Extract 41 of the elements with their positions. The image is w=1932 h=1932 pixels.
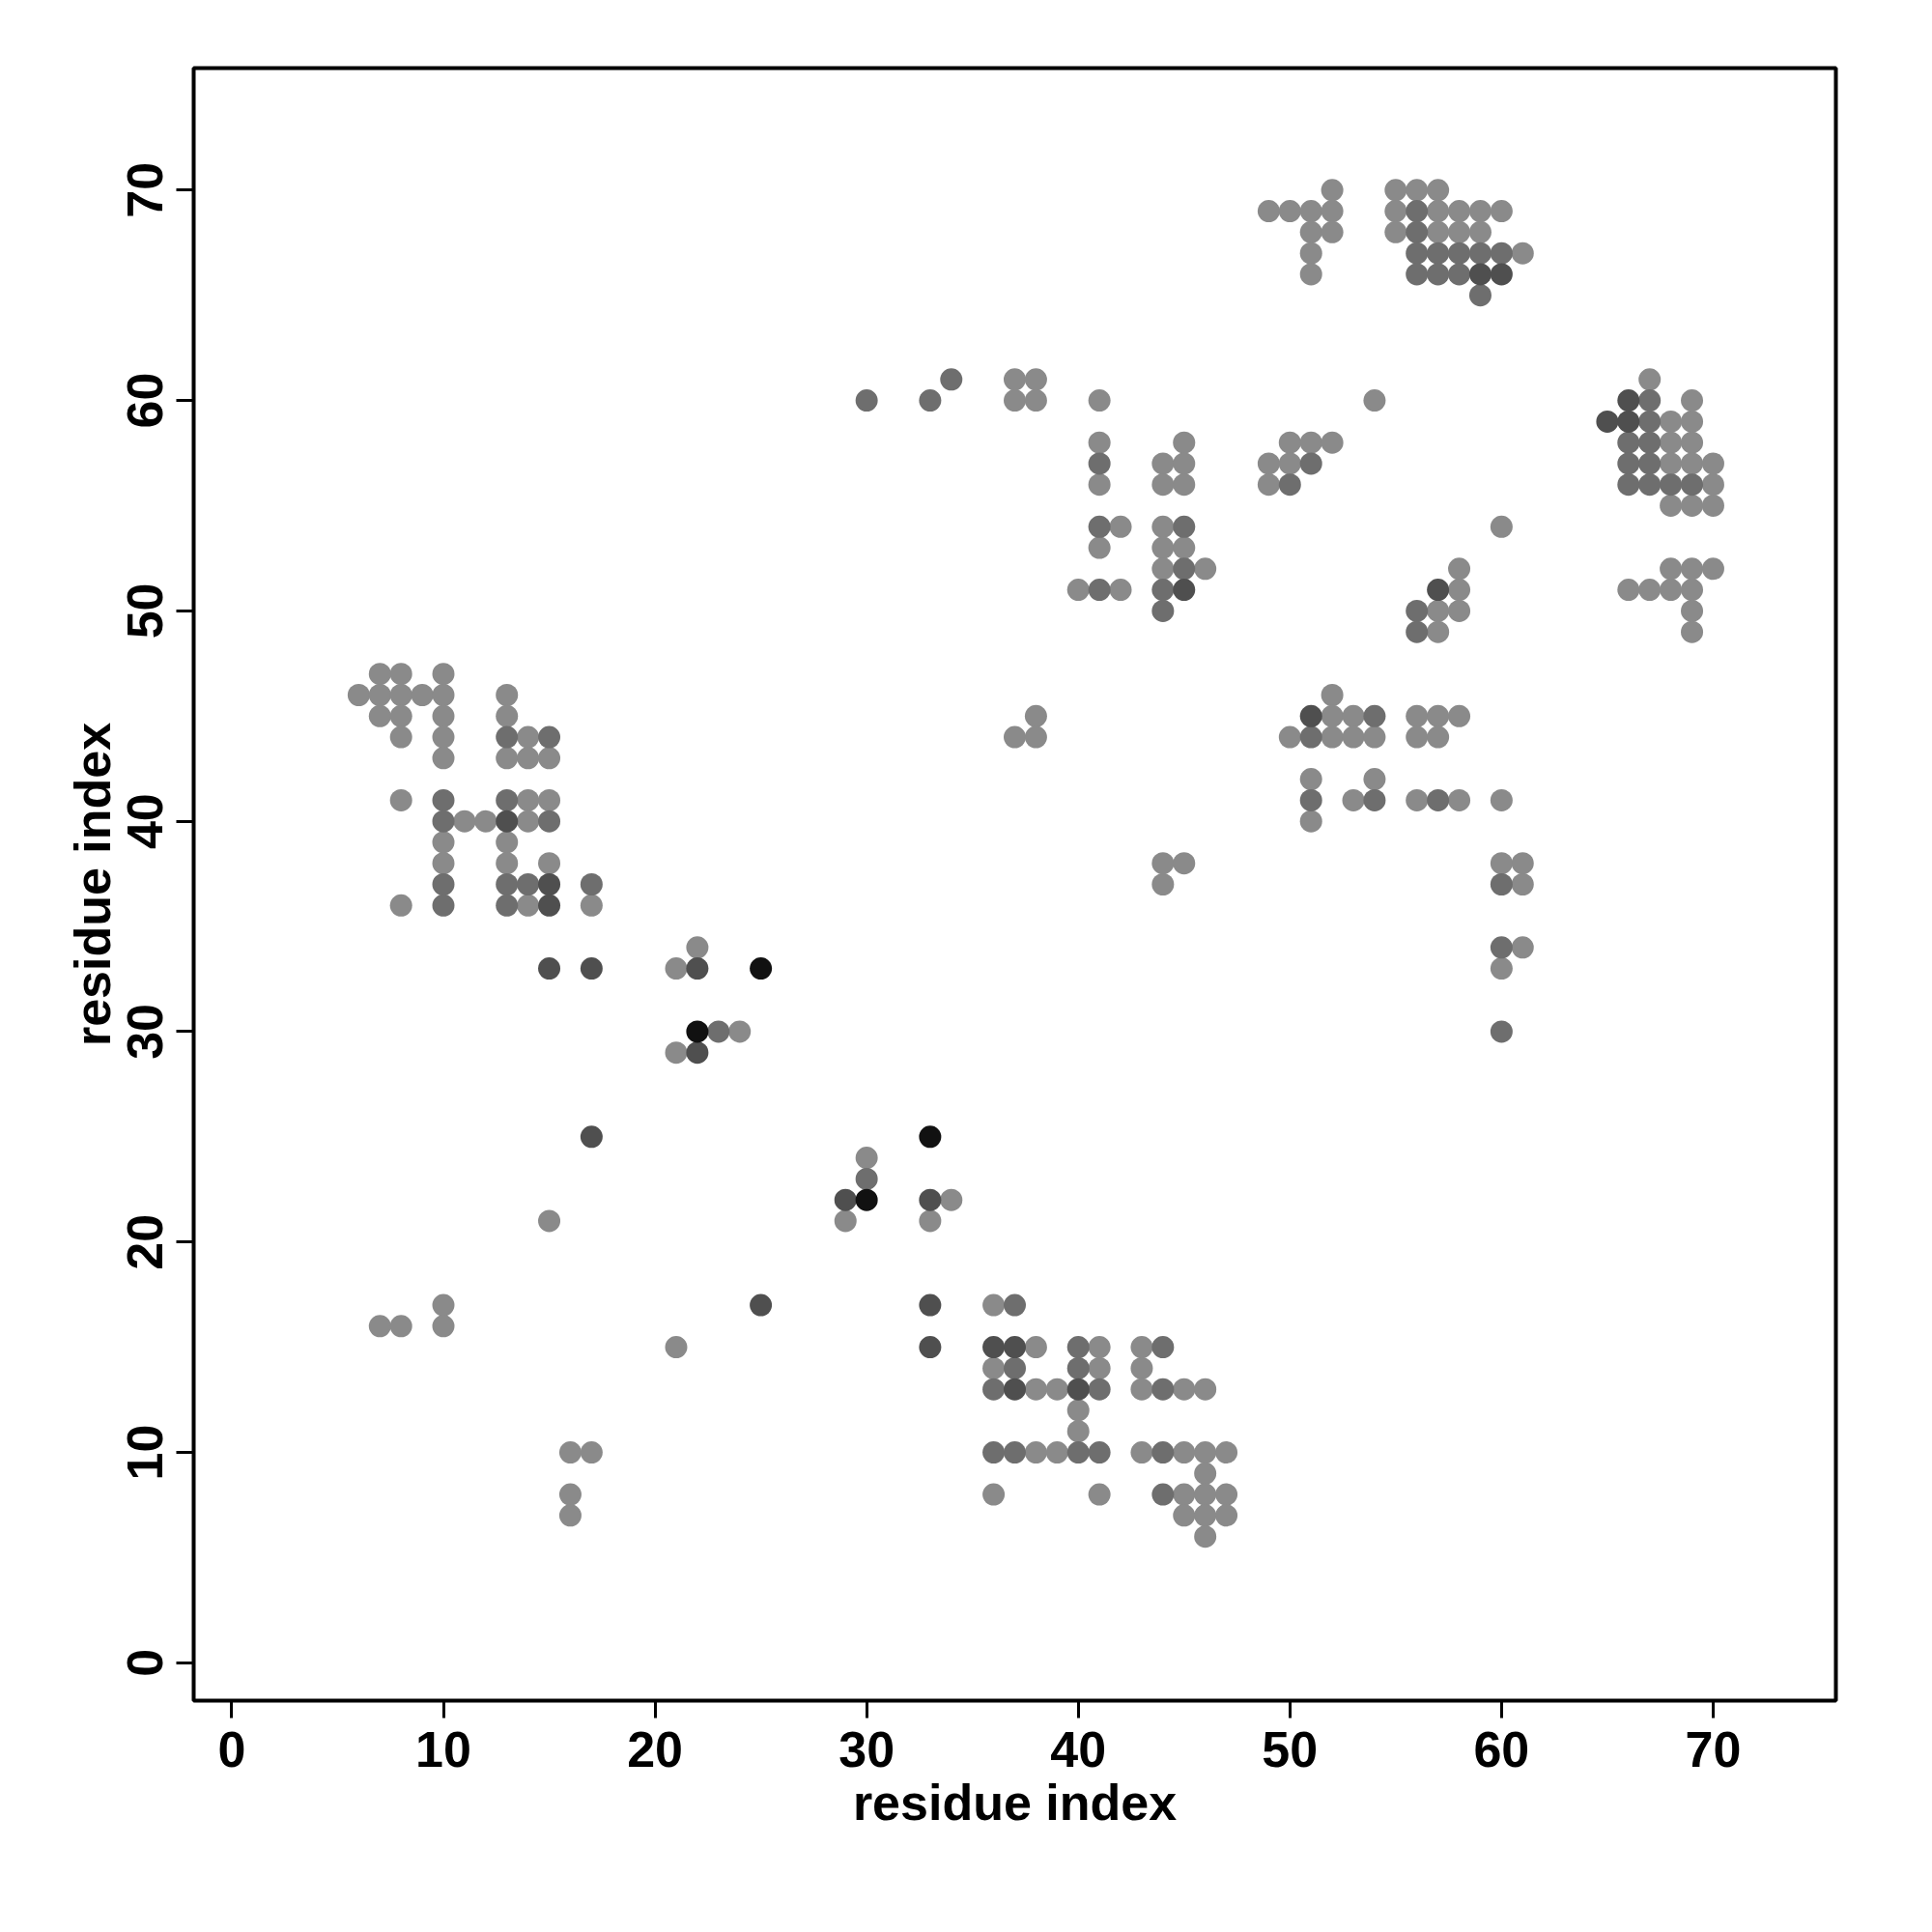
point: [538, 957, 561, 980]
point: [919, 1125, 942, 1149]
point: [686, 1020, 709, 1043]
point: [1617, 410, 1640, 433]
x-tick-label: 10: [415, 1720, 471, 1777]
point: [919, 1336, 942, 1359]
point: [538, 894, 561, 917]
point: [496, 810, 519, 833]
point: [919, 1188, 942, 1211]
point: [1468, 263, 1492, 286]
point: [686, 1041, 709, 1065]
point: [855, 1188, 878, 1211]
y-tick-label: 50: [117, 582, 174, 639]
point: [750, 957, 773, 980]
point: [1427, 579, 1450, 602]
x-tick-label: 60: [1473, 1720, 1530, 1777]
y-tick-label: 20: [117, 1213, 174, 1270]
point: [686, 957, 709, 980]
y-tick-label: 70: [117, 161, 174, 218]
point: [538, 873, 561, 895]
y-tick-label: 10: [117, 1424, 174, 1481]
point: [580, 1125, 603, 1149]
x-tick-label: 70: [1685, 1720, 1742, 1777]
point: [1004, 1336, 1026, 1359]
x-tick-label: 50: [1262, 1720, 1319, 1777]
point: [1004, 1378, 1026, 1401]
point: [750, 1293, 773, 1317]
point: [1596, 410, 1619, 433]
point: [1066, 1378, 1090, 1401]
point: [1617, 389, 1640, 412]
y-tick-label: 60: [117, 372, 174, 429]
point: [982, 1336, 1006, 1359]
y-tick-label: 0: [117, 1648, 174, 1677]
x-tick-label: 0: [217, 1720, 246, 1777]
point: [1173, 579, 1196, 602]
point: [834, 1188, 857, 1211]
point: [1299, 704, 1322, 727]
point: [919, 1293, 942, 1317]
point: [1490, 263, 1513, 286]
x-tick-label: 20: [627, 1720, 683, 1777]
point: [580, 957, 603, 980]
